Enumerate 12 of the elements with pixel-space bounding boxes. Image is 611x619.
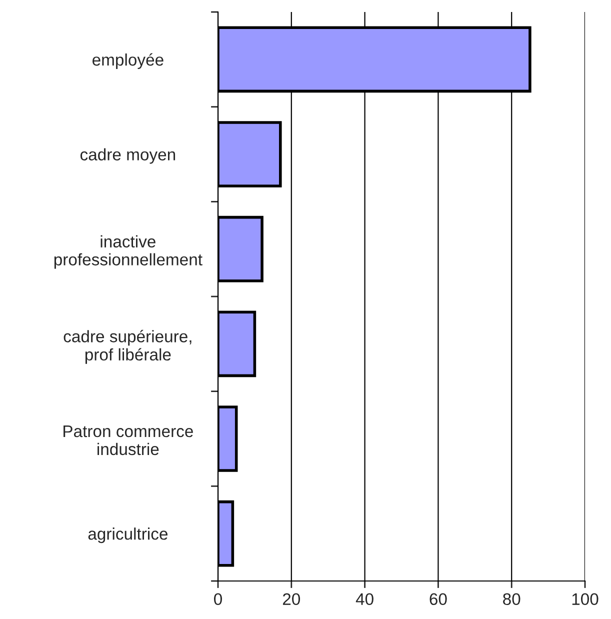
y-tick-label: agricultrice	[88, 528, 168, 544]
x-tick-label: 40	[356, 593, 374, 606]
y-tick-label: employée	[92, 53, 164, 70]
y-tick-label: cadre supérieure, prof libérale	[64, 330, 192, 364]
x-tick-label: 60	[430, 593, 447, 606]
x-tick-label: 20	[282, 593, 300, 606]
y-tick-label: Patron commerce industrie	[64, 426, 193, 456]
y-tick-label: cadre moyen	[80, 148, 176, 164]
y-tick-label: inactive professionnellement	[54, 235, 202, 269]
x-tick-label: 0	[214, 593, 222, 606]
x-tick-label: 80	[503, 593, 520, 606]
x-tick-label: 100	[572, 593, 598, 606]
